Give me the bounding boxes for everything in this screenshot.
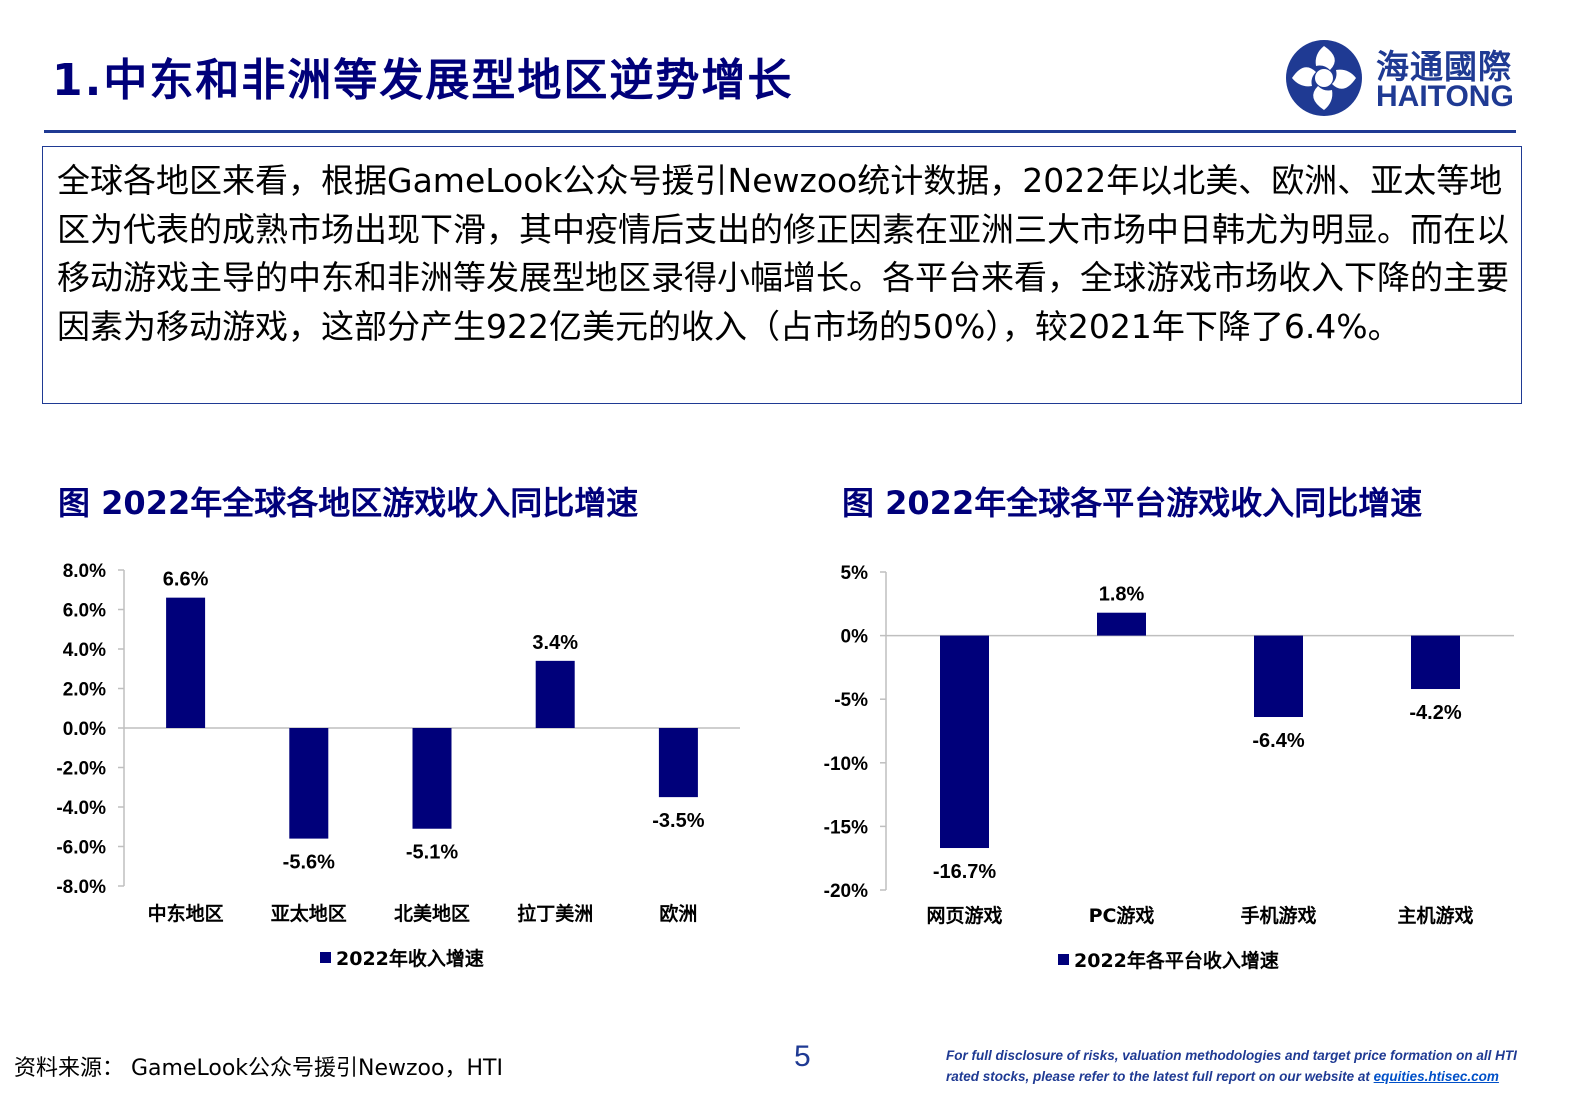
y-tick-label: 2.0%	[63, 680, 106, 701]
bar	[658, 728, 698, 798]
summary-text: 全球各地区来看，根据GameLook公众号援引Newzoo统计数据，2022年以…	[57, 161, 1509, 346]
haitong-logo: 海通國際 HAITONG	[1284, 36, 1524, 120]
data-label: 6.6%	[163, 569, 209, 591]
category-label: 亚太地区	[271, 902, 347, 925]
y-tick-label: -10%	[824, 754, 868, 775]
y-tick-label: -4.0%	[56, 798, 106, 819]
category-label: 欧洲	[659, 902, 697, 925]
category-label: 中东地区	[148, 902, 224, 925]
bar	[1254, 635, 1303, 718]
category-label: 手机游戏	[1240, 904, 1316, 927]
y-tick-label: 0%	[841, 627, 869, 648]
y-tick-label: 0.0%	[63, 719, 106, 740]
category-label: 主机游戏	[1397, 904, 1473, 927]
bar	[166, 597, 206, 728]
data-label: 1.8%	[1099, 584, 1145, 606]
legend-label: 2022年收入增速	[336, 947, 484, 970]
data-label: -3.5%	[652, 810, 704, 832]
website-link[interactable]: equities.htisec.com	[1373, 1069, 1499, 1084]
y-tick-label: 6.0%	[63, 601, 106, 622]
y-tick-label: -5%	[834, 690, 868, 711]
bar	[412, 728, 452, 829]
category-label: 拉丁美洲	[517, 902, 593, 925]
platform-growth-chart: 5% 0% -5% -10% -15% -20% -16.7% 网页游戏 1.8% PC游戏 -6.…	[824, 563, 1514, 972]
data-label: -5.1%	[406, 842, 458, 864]
bar	[940, 635, 989, 849]
bar	[1411, 635, 1460, 690]
category-label: PC游戏	[1089, 904, 1155, 927]
header-divider	[44, 130, 1516, 133]
haitong-emblem-icon	[1286, 40, 1362, 116]
source-note: 资料来源： GameLook公众号援引Newzoo，HTI	[14, 1056, 503, 1081]
disclaimer-line-2: rated stocks, please refer to the latest…	[946, 1069, 1499, 1084]
right-chart-title: 图 2022年全球各平台游戏收入同比增速	[842, 484, 1423, 522]
disclaimer: For full disclosure of risks, valuation …	[946, 1045, 1546, 1087]
y-tick-label: 8.0%	[63, 561, 106, 582]
category-label: 北美地区	[394, 902, 470, 925]
y-tick-label: -8.0%	[56, 877, 106, 898]
logo-english-text: HAITONG	[1376, 80, 1514, 113]
data-label: 3.4%	[532, 632, 578, 654]
legend-label: 2022年各平台收入增速	[1074, 949, 1279, 972]
page-title: 1.中东和非洲等发展型地区逆势增长	[52, 55, 794, 106]
left-chart-title: 图 2022年全球各地区游戏收入同比增速	[58, 484, 639, 522]
logo-chinese-text: 海通國際	[1376, 47, 1512, 86]
bar	[289, 728, 329, 839]
disclaimer-line-1: For full disclosure of risks, valuation …	[946, 1048, 1517, 1063]
y-tick-label: -15%	[824, 817, 868, 838]
bar	[1097, 612, 1146, 636]
region-growth-chart: 8.0% 6.0% 4.0% 2.0% 0.0% -2.0% -4.0% -6.0% -8.0%…	[56, 561, 740, 970]
data-label: -6.4%	[1252, 730, 1304, 752]
data-label: -16.7%	[933, 861, 997, 883]
data-label: -5.6%	[283, 852, 335, 874]
bar	[535, 660, 575, 728]
y-tick-label: 4.0%	[63, 640, 106, 661]
y-tick-label: 5%	[841, 563, 869, 584]
y-tick-label: -6.0%	[56, 838, 106, 859]
data-label: -4.2%	[1409, 702, 1461, 724]
legend-swatch	[1058, 954, 1069, 965]
summary-box: 全球各地区来看，根据GameLook公众号援引Newzoo统计数据，2022年以…	[42, 146, 1522, 404]
page-number: 5	[794, 1040, 811, 1073]
y-tick-label: -20%	[824, 881, 868, 902]
y-tick-label: -2.0%	[56, 759, 106, 780]
category-label: 网页游戏	[926, 904, 1002, 927]
legend-swatch	[320, 952, 331, 963]
